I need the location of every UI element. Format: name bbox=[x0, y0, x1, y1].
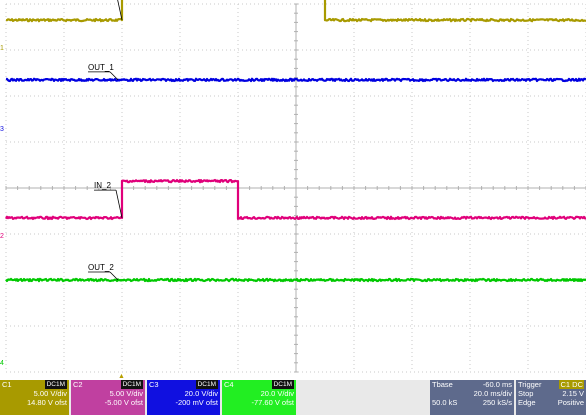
channel-1-box[interactable]: C1 DC1M 5.00 V/div 14.80 V ofst bbox=[0, 380, 69, 415]
channel-1-offset: 14.80 V ofst bbox=[26, 398, 67, 407]
ch4-ground-marker: 4 bbox=[0, 360, 4, 367]
trigger-box[interactable]: Trigger C1 DC Stop 2.15 V Edge Positive bbox=[516, 380, 586, 415]
timebase-box[interactable]: Tbase -60.0 ms 20.0 ms/div 50.0 kS 250 kS/… bbox=[430, 380, 514, 415]
channel-2-vdiv: 5.00 V/div bbox=[109, 389, 143, 398]
timebase-samples: 50.0 kS bbox=[432, 398, 458, 407]
trace-out-2 bbox=[5, 277, 586, 283]
trace-out-1 bbox=[5, 77, 586, 83]
trigger-slope: Positive bbox=[557, 398, 584, 407]
trace-label: IN_2 bbox=[94, 181, 111, 190]
trace-in-2 bbox=[5, 178, 586, 221]
channel-4-offset: -77.60 V ofst bbox=[251, 398, 294, 407]
channel-3-name: C3 bbox=[149, 380, 159, 389]
ch1-ground-marker: 1 bbox=[0, 45, 4, 52]
ch3-ground-marker: 3 bbox=[0, 126, 4, 133]
timebase-label: Tbase bbox=[432, 380, 453, 389]
channel-1-name: C1 bbox=[2, 380, 12, 389]
trigger-position-marker: ▲ bbox=[118, 373, 125, 380]
grid bbox=[5, 3, 586, 373]
channel-3-box[interactable]: C3 DC1M 20.0 V/div -200 mV ofst bbox=[147, 380, 220, 415]
channel-3-offset: -200 mV ofst bbox=[175, 398, 218, 407]
trigger-label: Trigger bbox=[518, 380, 542, 389]
channel-1-vdiv: 5.00 V/div bbox=[33, 389, 67, 398]
trigger-state: Stop bbox=[518, 389, 534, 398]
label-leader bbox=[109, 271, 119, 281]
channel-2-offset: -5.00 V ofst bbox=[104, 398, 143, 407]
status-bar: C1 DC1M 5.00 V/div 14.80 V ofst C2 DC1M 5.… bbox=[0, 380, 586, 415]
channel-2-coupling: DC1M bbox=[120, 380, 143, 389]
timebase-delay: -60.0 ms bbox=[482, 380, 512, 389]
label-leader bbox=[117, 0, 123, 21]
trigger-source: C1 DC bbox=[559, 380, 584, 389]
label-leader bbox=[115, 190, 123, 218]
channel-3-vdiv: 20.0 V/div bbox=[184, 389, 218, 398]
channel-4-name: C4 bbox=[224, 380, 234, 389]
channel-4-box[interactable]: C4 DC1M 20.0 V/div -77.60 V ofst bbox=[222, 380, 296, 415]
channel-4-coupling: DC1M bbox=[271, 380, 294, 389]
label-leader bbox=[109, 71, 119, 81]
ch2-ground-marker: 2 bbox=[0, 233, 4, 240]
timebase-tdiv: 20.0 ms/div bbox=[473, 389, 512, 398]
trace-label: OUT_2 bbox=[88, 263, 114, 272]
channel-2-name: C2 bbox=[73, 380, 83, 389]
trace-label: OUT_1 bbox=[88, 63, 114, 72]
trace-in-1 bbox=[5, 0, 586, 23]
channel-1-coupling: DC1M bbox=[44, 380, 67, 389]
trigger-type: Edge bbox=[518, 398, 536, 407]
channel-3-coupling: DC1M bbox=[195, 380, 218, 389]
channel-4-vdiv: 20.0 V/div bbox=[260, 389, 294, 398]
traces bbox=[5, 0, 586, 283]
channel-2-box[interactable]: C2 DC1M 5.00 V/div -5.00 V ofst bbox=[71, 380, 145, 415]
trigger-level: 2.15 V bbox=[562, 389, 584, 398]
timebase-rate: 250 kS/s bbox=[482, 398, 512, 407]
